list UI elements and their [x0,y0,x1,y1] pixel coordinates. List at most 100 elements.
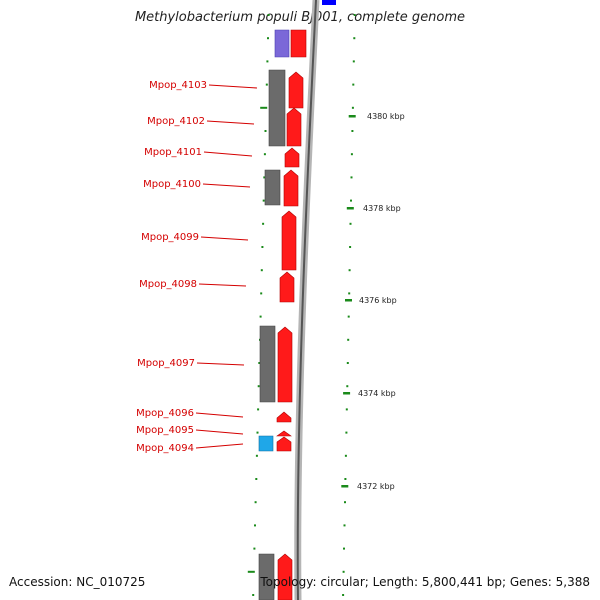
gene-mpop-4094 [276,436,292,452]
gene-mpop-4097 [277,326,293,403]
gene-mpop-4095 [276,430,292,437]
inner-tick [259,315,262,318]
gene-lavender-top [274,29,290,58]
scale-label-4376: 4376 kbp [359,296,397,305]
outer-tick [349,246,352,248]
inner-tick [267,37,269,40]
outer-tick [343,547,345,550]
major-scale-tick [346,207,354,210]
inner-tick [255,478,258,480]
outer-tick-track [341,14,356,596]
inner-tick [265,83,268,86]
gene-mpop-4097-reverse [259,325,276,403]
gene-mpop-4096 [276,411,292,423]
inner-tick [260,106,268,109]
gene-label-leaders [195,84,258,449]
outer-tick [351,130,354,132]
gene-mpop-4101 [284,147,300,168]
outer-tick [345,431,348,434]
accession-text: Accession: NC_010725 [9,575,146,589]
outer-tick [346,362,349,364]
leader-mpop-4094 [195,443,244,449]
outer-tick [345,408,348,411]
leader-mpop-4095 [195,429,244,435]
outer-tick [344,501,346,504]
inner-tick [261,246,264,248]
gene-blue-top [322,0,336,5]
inner-tick [256,431,259,434]
outer-tick [347,315,350,318]
inner-tick [263,176,266,179]
scale-label-4380: 4380 kbp [367,112,405,121]
map-title: Methylobacterium populi BJ001, complete … [134,10,466,25]
outer-tick [350,176,353,179]
leader-mpop-4096 [195,412,244,418]
inner-tick [252,594,255,596]
inner-tick [266,60,269,63]
outer-tick [344,478,347,480]
gene-cyan-mpop-4094 [258,435,274,452]
label-mpop-4103: Mpop_4103 [149,80,207,91]
outer-tick [347,338,350,341]
gene-mpop-4098 [279,271,295,303]
outer-tick [352,60,355,63]
major-scale-tick [348,115,356,118]
inner-tick [255,454,258,457]
label-mpop-4097: Mpop_4097 [137,358,195,369]
inner-tick [264,130,267,132]
outer-tick [353,14,356,16]
gene-red-top [290,29,307,58]
leader-mpop-4100 [202,183,251,188]
outer-tick [352,83,355,86]
inner-tick [260,269,263,272]
gene-reverse-bottom [258,553,275,600]
outer-tick [350,153,353,156]
gene-mpop-4103 [288,71,304,109]
inner-tick [262,199,265,202]
gene-mpop-4102 [286,107,302,147]
gene-forward-bottom [277,553,293,600]
inner-tick [253,547,256,550]
outer-tick [350,199,352,202]
outer-tick [344,454,347,457]
label-mpop-4100: Mpop_4100 [143,179,201,190]
outer-tick [343,524,346,527]
scale-label-4378: 4378 kbp [363,204,401,213]
reverse-strand-genes [258,29,290,600]
inner-tick [263,153,266,156]
outer-tick [342,594,345,596]
inner-tick [257,408,260,411]
outer-tick [342,570,345,573]
leader-mpop-4103 [208,84,258,89]
inner-tick [254,501,257,504]
gene-mpop-4100 [283,169,299,207]
gene-mpop-4100-reverse [264,169,281,206]
outer-tick [349,222,352,225]
inner-tick [262,222,265,225]
topology-text: Topology: circular; Length: 5,800,441 bp… [260,575,590,589]
leader-mpop-4101 [203,151,253,157]
leader-mpop-4097 [196,362,245,366]
gene-mpop-4103-reverse [268,69,286,147]
inner-tick [257,385,260,388]
outer-tick [351,106,354,109]
major-scale-tick [343,392,351,395]
scale-label-4372: 4372 kbp [357,482,395,491]
label-mpop-4099: Mpop_4099 [141,232,199,243]
inner-tick-track [247,14,270,596]
inner-tick [254,524,256,527]
label-mpop-4094: Mpop_4094 [136,443,194,454]
gene-mpop-4099 [281,210,297,271]
genome-backbone-core [296,0,317,600]
gene-labels: Mpop_4103 Mpop_4102 Mpop_4101 Mpop_4100 … [136,80,207,454]
outer-tick [346,385,349,388]
inner-tick [260,292,263,295]
major-scale-tick [341,485,349,488]
label-mpop-4098: Mpop_4098 [139,279,197,290]
scale-labels: 4380 kbp 4378 kbp 4376 kbp 4374 kbp 4372… [357,112,405,491]
leader-mpop-4098 [198,283,247,287]
leader-mpop-4099 [200,236,249,241]
label-mpop-4095: Mpop_4095 [136,425,194,436]
inner-tick [267,14,270,16]
label-mpop-4102: Mpop_4102 [147,116,205,127]
